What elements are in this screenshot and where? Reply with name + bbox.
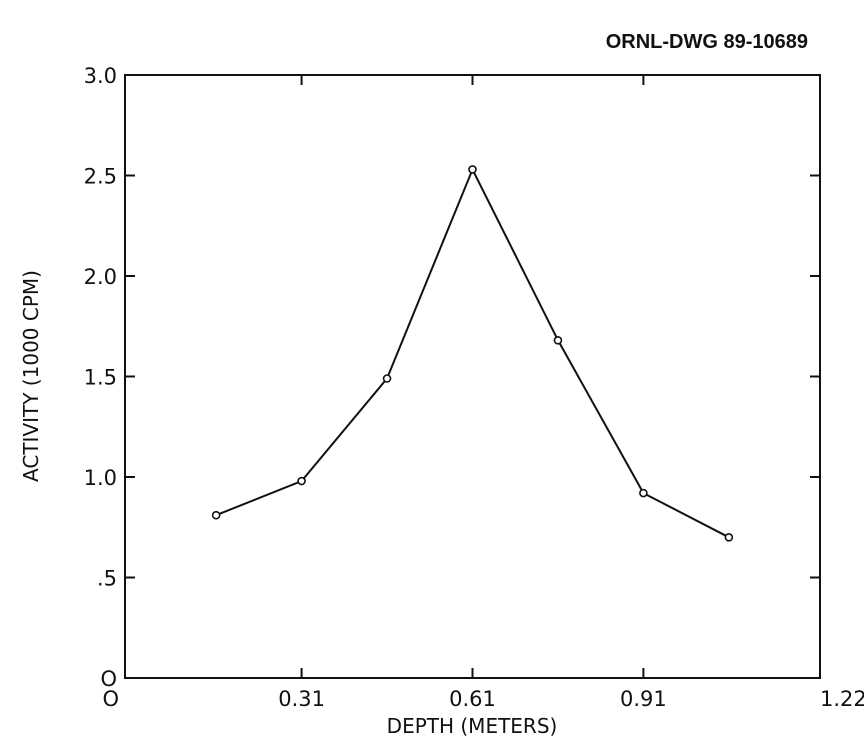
- data-point: [553, 336, 563, 345]
- x-axis-label: DEPTH (METERS): [387, 714, 558, 738]
- data-point: [382, 374, 392, 383]
- x-tick-label: 0.31: [278, 687, 325, 711]
- y-axis-label: ACTIVITY (1000 CPM): [19, 270, 43, 482]
- y-tick-label: 2.5: [84, 165, 117, 189]
- activity-series-points: [211, 165, 734, 542]
- data-point: [639, 488, 648, 498]
- x-tick-label: 1.22: [820, 687, 864, 711]
- x-tick-label: 0.91: [620, 687, 667, 711]
- activity-series-line: [215, 167, 730, 539]
- data-point: [297, 476, 306, 486]
- data-point: [211, 510, 221, 520]
- y-tick-label: O: [100, 667, 117, 691]
- data-point: [468, 165, 477, 174]
- y-axis: O .5 1.0 1.5 2.0 2.5 3.0: [84, 64, 820, 691]
- data-point: [724, 532, 734, 542]
- x-axis: O 0.31 0.61 0.91 1.22: [102, 75, 864, 711]
- y-tick-label: .5: [97, 567, 117, 591]
- x-tick-label: O: [102, 687, 119, 711]
- y-tick-label: 1.0: [84, 466, 117, 490]
- y-tick-label: 2.0: [84, 265, 117, 289]
- y-tick-label: 3.0: [84, 64, 117, 88]
- drawing-id: ORNL-DWG 89-10689: [606, 31, 808, 53]
- y-tick-label: 1.5: [84, 366, 117, 390]
- x-tick-label: 0.61: [449, 687, 496, 711]
